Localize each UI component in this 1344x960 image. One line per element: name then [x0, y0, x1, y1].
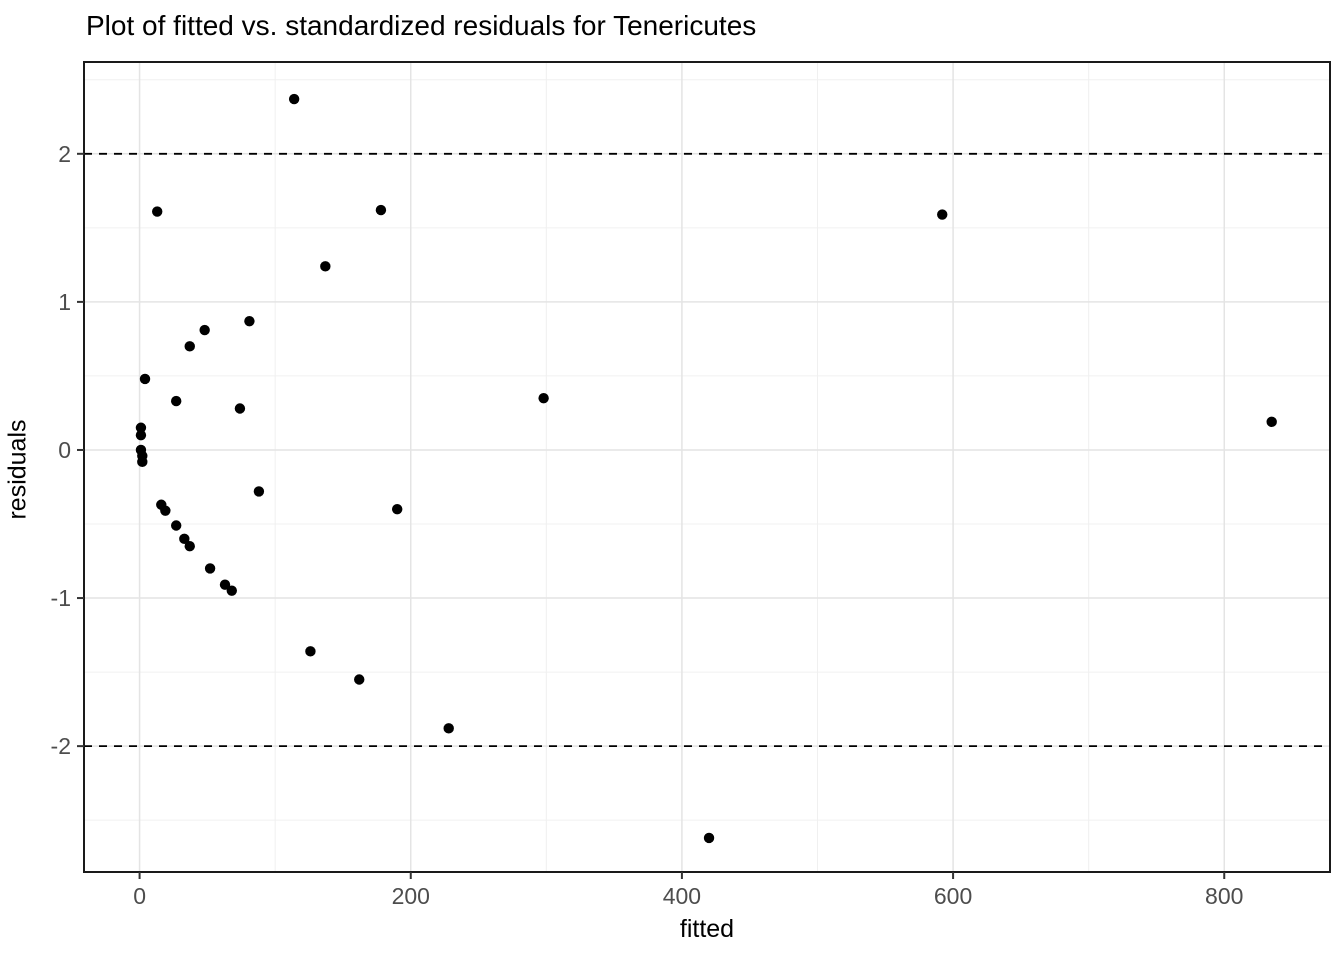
data-point: [170, 395, 182, 407]
data-point: [703, 832, 715, 844]
data-point: [288, 93, 300, 105]
data-point: [320, 261, 331, 272]
data-point: [244, 315, 255, 327]
data-point: [135, 429, 147, 441]
data-point: [160, 505, 171, 516]
x-axis-label: fitted: [679, 915, 735, 943]
data-point: [937, 209, 948, 220]
y-axis-label: residuals: [3, 419, 32, 520]
y-tick-label: 2: [58, 141, 71, 167]
data-point: [184, 341, 195, 352]
panel-border: [83, 61, 1331, 873]
data-point: [135, 422, 147, 433]
data-point: [199, 324, 210, 336]
data-point: [305, 646, 316, 657]
x-tick-label: 800: [1205, 883, 1243, 909]
data-point: [139, 373, 151, 385]
data-point: [234, 403, 246, 414]
data-point: [538, 392, 549, 404]
data-point: [179, 533, 190, 545]
data-point: [204, 563, 216, 574]
data-point: [184, 541, 195, 552]
data-point: [226, 585, 237, 596]
data-point: [219, 579, 231, 590]
data-point: [152, 206, 163, 217]
y-tick-label: 1: [58, 289, 71, 315]
data-point: [253, 486, 265, 497]
chart-title: Plot of fitted vs. standardized residual…: [86, 10, 757, 41]
data-point: [137, 456, 148, 468]
data-point: [170, 520, 182, 531]
x-tick-label: 600: [934, 883, 972, 909]
data-point: [1266, 416, 1277, 428]
panel-background: [84, 62, 1330, 872]
data-point: [354, 674, 365, 685]
y-tick-label: -1: [51, 585, 71, 611]
x-tick-label: 0: [133, 883, 146, 909]
x-tick-label: 400: [663, 883, 701, 909]
y-tick-label: -2: [51, 733, 71, 759]
x-tick-label: 200: [392, 883, 430, 909]
data-point: [391, 504, 403, 515]
data-point: [375, 204, 387, 216]
y-tick-label: 0: [58, 437, 71, 463]
data-point: [443, 723, 454, 734]
